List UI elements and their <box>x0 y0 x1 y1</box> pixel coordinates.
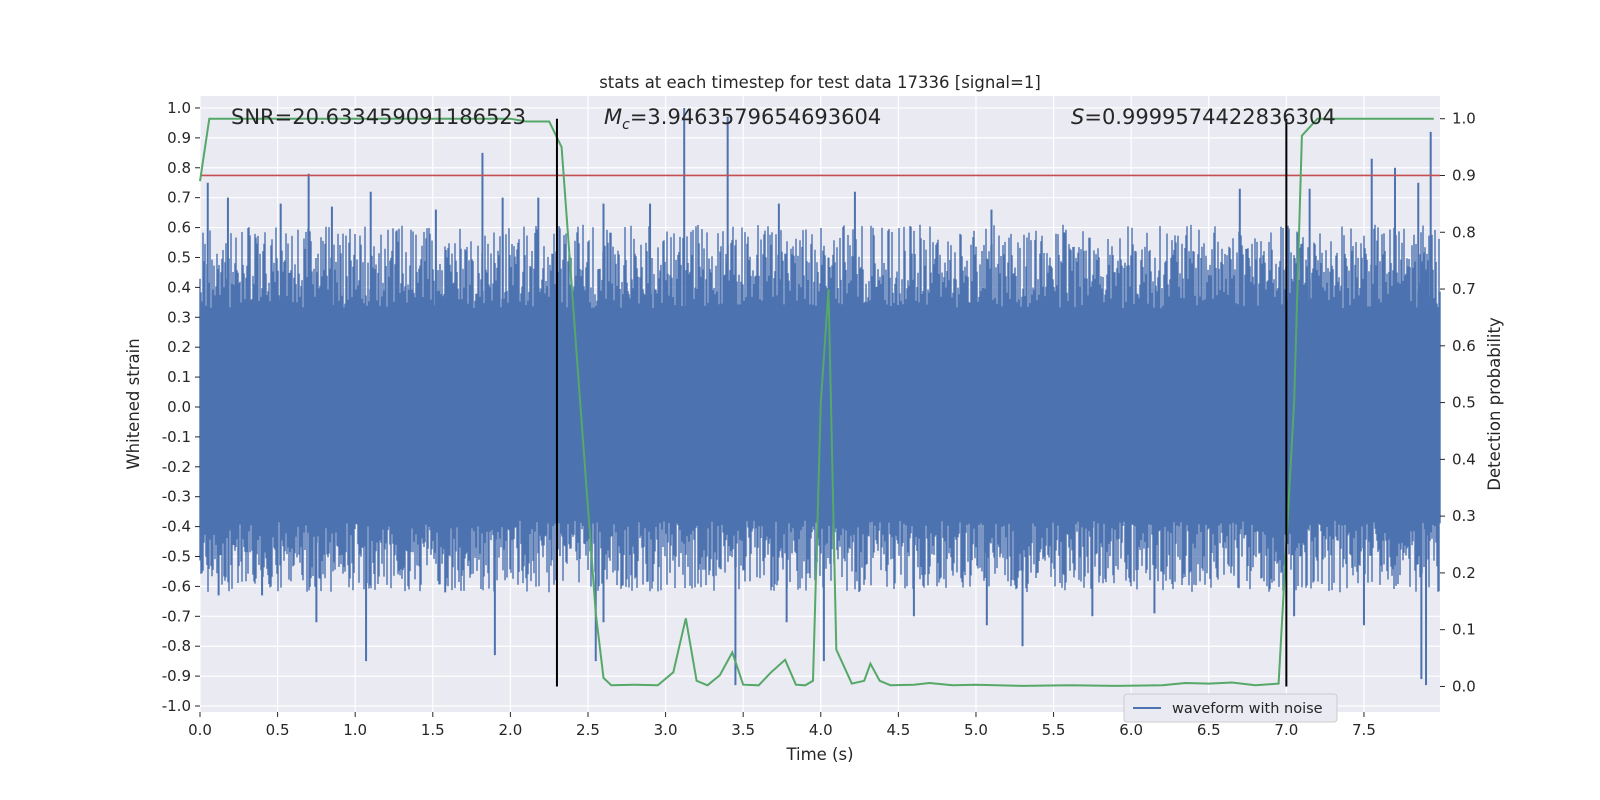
detection-probability-line <box>199 117 1434 687</box>
y-tick-label: -1.0 <box>162 697 191 715</box>
y2-tick-label: 0.0 <box>1452 677 1476 695</box>
x-tick-label: 6.5 <box>1197 721 1221 739</box>
x-tick-label: 1.5 <box>421 721 445 739</box>
y2-tick-label: 0.1 <box>1452 621 1476 639</box>
y-tick-label: 0.7 <box>167 189 191 207</box>
x-tick-label: 5.5 <box>1042 721 1066 739</box>
x-tick-label: 4.5 <box>886 721 910 739</box>
y2-tick-label: 0.2 <box>1452 564 1476 582</box>
y2-tick-label: 1.0 <box>1452 110 1476 128</box>
x-tick-label: 2.5 <box>576 721 600 739</box>
x-tick-label: 3.0 <box>654 721 678 739</box>
y-tick-label: -0.3 <box>162 488 191 506</box>
x-tick-label: 1.0 <box>343 721 367 739</box>
y2-tick-label: 0.4 <box>1452 450 1476 468</box>
x-tick-label: 6.0 <box>1119 721 1143 739</box>
x-tick-label: 2.0 <box>498 721 522 739</box>
chirp-mass-symbol: M <box>604 105 622 129</box>
x-tick-label: 7.5 <box>1352 721 1376 739</box>
s-value: =0.9999574422836304 <box>1084 105 1335 129</box>
y-tick-label: 0.4 <box>167 278 191 296</box>
x-axis-label: Time (s) <box>785 745 853 764</box>
y-tick-label: -0.1 <box>162 428 191 446</box>
legend-box <box>1123 693 1338 723</box>
x-tick-label: 0.5 <box>266 721 290 739</box>
y-tick-label: -0.2 <box>162 458 191 476</box>
chart-title: stats at each timestep for test data 173… <box>599 73 1041 92</box>
s-annotation: S=0.9999574422836304 <box>1071 105 1336 129</box>
x-tick-label: 7.0 <box>1274 721 1298 739</box>
x-tick-label: 5.0 <box>964 721 988 739</box>
y-tick-label: 0.5 <box>167 248 191 266</box>
legend-label-waveform: waveform with noise <box>1172 701 1323 717</box>
x-tick-label: 4.0 <box>809 721 833 739</box>
y-axis-label: Whitened strain <box>124 338 143 469</box>
y-tick-label: 0.8 <box>167 159 191 177</box>
snr-annotation: SNR=20.633459091186523 <box>231 105 526 129</box>
y-tick-label: -0.7 <box>162 607 191 625</box>
chirp-mass-subscript: c <box>622 117 630 133</box>
y-tick-label: 0.9 <box>167 129 191 147</box>
y-tick-label: 0.2 <box>167 338 191 356</box>
y-tick-label: 1.0 <box>167 99 191 117</box>
y-tick-label: -0.5 <box>162 548 191 566</box>
y-tick-label: -0.8 <box>162 637 191 655</box>
y-tick-label: 0.6 <box>167 219 191 237</box>
y-tick-label: -0.4 <box>162 518 191 536</box>
y2-tick-label: 0.9 <box>1452 166 1476 184</box>
y-tick-label: 0.3 <box>167 308 191 326</box>
y-tick-label: -0.9 <box>162 667 191 685</box>
y-tick-label: 0.0 <box>167 398 191 416</box>
chirp-mass-annotation: Mc=3.9463579654693604 <box>604 105 881 133</box>
overlay-lines <box>199 117 1440 687</box>
y2-tick-label: 0.8 <box>1452 223 1476 241</box>
x-tick-label: 3.5 <box>731 721 755 739</box>
y-tick-label: -0.6 <box>162 577 191 595</box>
x-tick-label: 0.0 <box>188 721 212 739</box>
y2-tick-label: 0.3 <box>1452 507 1476 525</box>
y2-tick-label: 0.5 <box>1452 394 1476 412</box>
y2-tick-label: 0.7 <box>1452 280 1476 298</box>
y2-tick-label: 0.6 <box>1452 337 1476 355</box>
ticks: 0.0 0.5 1.0 1.5 2.0 2.5 3.0 3.5 4.0 4.5 5.0 5.5 6.0 6… <box>162 99 1476 739</box>
s-symbol: S <box>1071 105 1084 129</box>
chirp-mass-value: =3.9463579654693604 <box>630 105 881 129</box>
y2-axis-label: Detection probability <box>1485 317 1504 491</box>
legend: waveform with noise <box>1123 693 1338 723</box>
y-tick-label: 0.1 <box>167 368 191 386</box>
